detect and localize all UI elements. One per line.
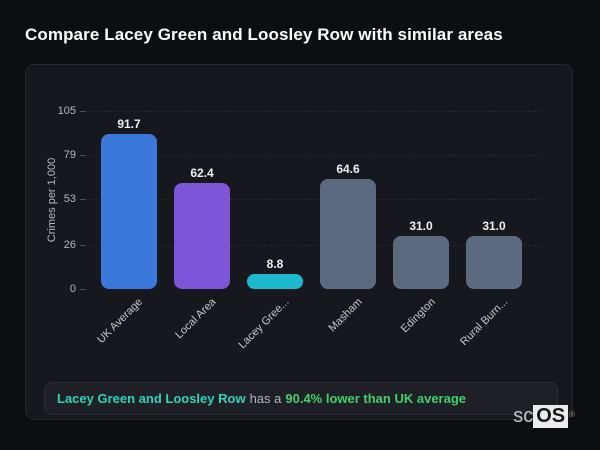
- gridline: [89, 155, 541, 157]
- registered-mark-icon: ®: [569, 410, 575, 419]
- bar-masham[interactable]: [320, 179, 376, 289]
- bar-local-area[interactable]: [174, 183, 230, 289]
- logo-suffix: OS: [533, 405, 569, 428]
- bar-value-label: 8.8: [266, 257, 284, 272]
- bar-value-label: 31.0: [409, 219, 433, 234]
- bar-rural-burn[interactable]: [466, 236, 522, 289]
- bar-value-label: 31.0: [482, 219, 506, 234]
- brand-logo[interactable]: sc OS ®: [513, 403, 575, 429]
- summary-stat-text: 90.4% lower than UK average: [285, 391, 467, 406]
- x-axis-label: Masham: [326, 296, 365, 335]
- gridline: [89, 199, 541, 201]
- bar-lacey-gree[interactable]: [247, 274, 303, 289]
- x-axis-label: Lacey Gree...: [236, 296, 292, 352]
- y-tick-mark: [80, 289, 86, 290]
- summary-area-name: Lacey Green and Loosley Row: [57, 391, 246, 406]
- gridline: [89, 111, 541, 112]
- bar-value-label: 62.4: [190, 166, 214, 181]
- page-title: Compare Lacey Green and Loosley Row with…: [25, 25, 503, 44]
- y-tick-label: 0: [69, 283, 76, 295]
- chart-plot-area: Crimes per 1,000 0 26 53 79 105 91.7 UK Averag…: [26, 65, 572, 419]
- x-axis-label: Rural Burn...: [458, 296, 511, 349]
- summary-banner: Lacey Green and Loosley Row has a 90.4% …: [44, 382, 558, 415]
- y-tick-label: 105: [57, 105, 76, 117]
- x-axis-label: UK Average: [95, 296, 146, 346]
- y-tick-mark: [80, 155, 86, 157]
- bar-value-label: 64.6: [336, 162, 360, 177]
- y-tick-mark: [80, 244, 86, 246]
- y-tick-label: 53: [63, 193, 76, 206]
- chart-card: Crimes per 1,000 0 26 53 79 105 91.7 UK Averag…: [25, 64, 573, 420]
- x-axis-label: Edington: [398, 296, 438, 336]
- y-tick-mark: [80, 111, 86, 112]
- x-axis-label: Local Area: [173, 296, 219, 342]
- gridline: [89, 244, 541, 246]
- summary-connector-text: has a: [249, 391, 282, 406]
- bar-edington[interactable]: [393, 236, 449, 289]
- bar-uk-average[interactable]: [101, 133, 157, 289]
- y-tick-mark: [80, 199, 86, 201]
- logo-prefix: sc: [513, 405, 534, 427]
- bar-value-label: 91.7: [117, 116, 141, 131]
- y-tick-label: 26: [63, 238, 76, 251]
- y-tick-label: 79: [63, 149, 76, 162]
